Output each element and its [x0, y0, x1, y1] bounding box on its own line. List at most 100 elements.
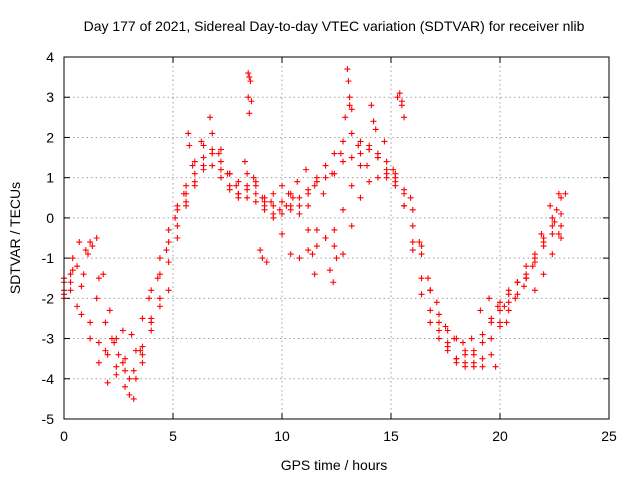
- data-point: [492, 363, 499, 370]
- data-point: [235, 178, 242, 185]
- data-point: [226, 186, 233, 193]
- data-point: [305, 247, 312, 254]
- data-point: [451, 335, 458, 342]
- data-point: [148, 327, 155, 334]
- data-point: [87, 319, 94, 326]
- data-point: [76, 239, 83, 246]
- data-point: [540, 235, 547, 241]
- data-point: [163, 247, 170, 254]
- data-point: [80, 271, 87, 278]
- data-point: [337, 150, 344, 157]
- data-point: [425, 275, 432, 282]
- data-point: [250, 174, 257, 181]
- data-point: [309, 251, 316, 258]
- y-axis-label: SDTVAR / TECUs: [7, 182, 23, 294]
- data-point: [93, 295, 100, 302]
- data-point: [418, 251, 425, 258]
- data-point: [183, 202, 190, 209]
- data-point: [209, 162, 216, 169]
- data-point: [191, 158, 198, 165]
- data-point: [209, 146, 216, 153]
- data-point: [165, 239, 172, 246]
- data-point: [189, 162, 196, 169]
- data-point: [558, 210, 565, 217]
- data-point: [320, 190, 327, 197]
- data-point: [444, 339, 451, 346]
- data-point: [470, 351, 477, 358]
- data-point: [224, 170, 231, 177]
- data-point: [130, 395, 137, 402]
- data-point: [479, 331, 486, 338]
- y-tick-label: 0: [46, 210, 54, 226]
- data-point: [520, 283, 527, 290]
- data-point: [200, 162, 207, 169]
- data-point: [285, 190, 292, 197]
- data-point: [331, 150, 338, 157]
- data-point: [261, 206, 268, 213]
- data-point: [418, 291, 425, 298]
- y-tick-label: 4: [46, 49, 54, 65]
- data-point: [311, 182, 318, 189]
- data-point: [217, 146, 224, 153]
- data-point: [174, 222, 181, 229]
- data-point: [84, 251, 91, 258]
- data-point: [270, 202, 277, 209]
- data-point: [409, 206, 416, 213]
- data-point: [383, 158, 390, 165]
- data-point: [279, 230, 285, 237]
- data-point: [486, 295, 493, 302]
- data-point: [344, 66, 351, 73]
- x-tick-label: 10: [274, 428, 290, 444]
- y-tick-label: -4: [42, 371, 55, 387]
- data-point: [558, 222, 565, 229]
- data-point: [233, 182, 240, 189]
- data-point: [340, 251, 347, 258]
- data-point: [494, 303, 501, 310]
- data-point: [104, 351, 111, 358]
- data-point: [555, 190, 562, 197]
- data-point: [183, 182, 190, 189]
- data-point: [435, 335, 442, 342]
- data-point: [562, 190, 569, 197]
- data-point: [244, 186, 251, 193]
- data-point: [331, 226, 338, 233]
- data-point: [217, 158, 224, 165]
- data-point: [374, 154, 381, 161]
- data-point: [374, 174, 381, 181]
- data-point: [185, 130, 192, 137]
- y-tick-label: -3: [42, 331, 55, 347]
- data-point: [368, 102, 375, 109]
- data-point: [357, 162, 364, 169]
- data-point: [479, 355, 486, 362]
- data-point: [531, 259, 538, 266]
- data-point: [549, 214, 556, 221]
- data-point: [392, 174, 399, 181]
- tick-labels: 0 5 10 15 20 25 -5 -4 -3 -2 -1 0 1 2 3 4: [42, 49, 617, 444]
- data-point: [418, 275, 425, 282]
- data-point: [172, 214, 179, 221]
- data-point: [102, 347, 109, 354]
- data-point: [497, 323, 503, 330]
- data-point: [357, 194, 364, 201]
- data-point: [488, 351, 495, 358]
- data-point: [366, 178, 373, 185]
- data-point: [246, 110, 253, 117]
- data-point: [217, 174, 224, 181]
- data-point: [296, 194, 303, 201]
- data-point: [479, 339, 486, 346]
- data-point: [462, 351, 469, 358]
- data-point: [364, 162, 371, 169]
- data-point: [505, 291, 512, 298]
- data-point: [427, 319, 434, 326]
- data-point: [128, 331, 135, 338]
- data-point: [462, 363, 469, 370]
- data-point: [479, 363, 486, 370]
- data-point: [289, 194, 296, 201]
- data-point: [245, 94, 252, 101]
- data-point: [333, 255, 340, 262]
- data-point: [174, 235, 181, 241]
- data-point: [409, 239, 416, 246]
- data-point: [394, 94, 401, 101]
- data-point: [409, 247, 416, 254]
- series-6-markers: [185, 66, 562, 370]
